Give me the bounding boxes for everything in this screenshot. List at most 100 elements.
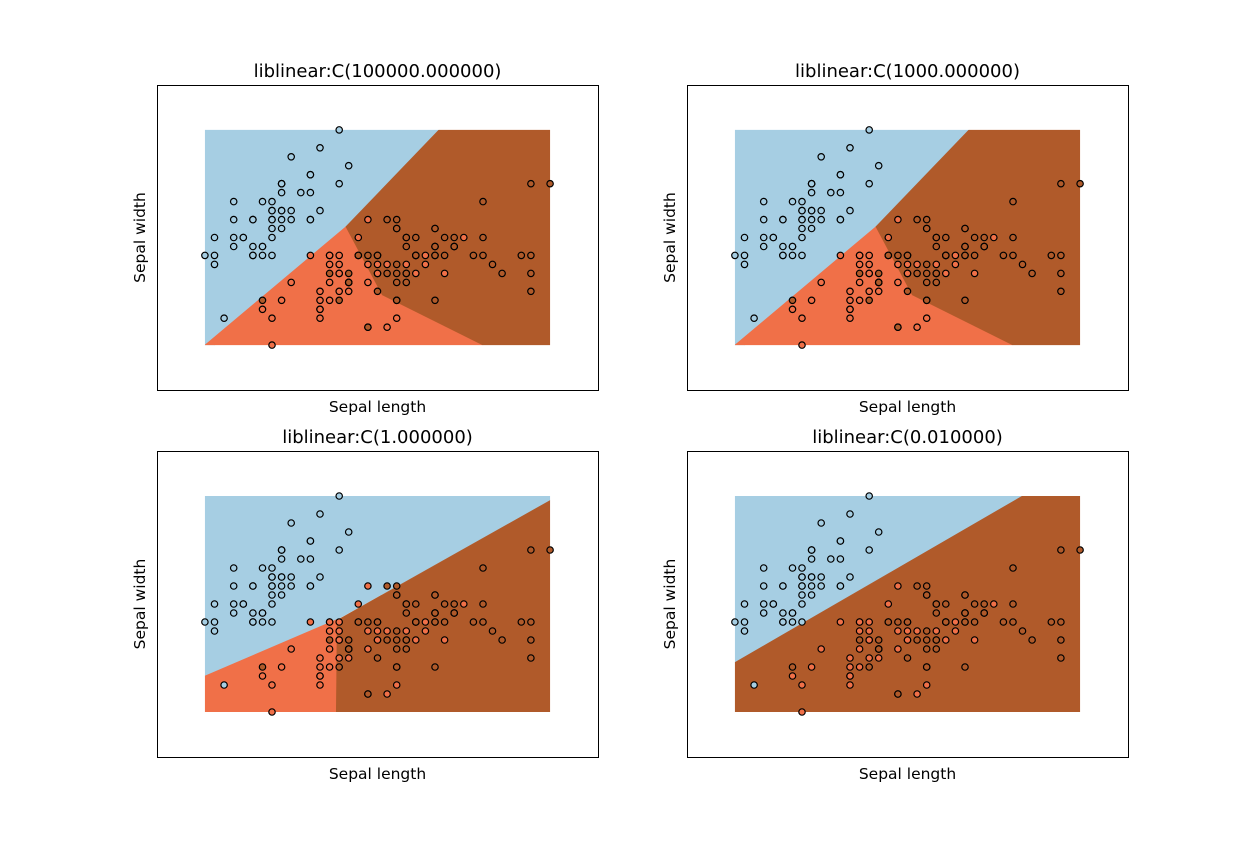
data-point xyxy=(903,251,912,260)
data-point xyxy=(922,627,931,635)
data-point xyxy=(364,260,372,269)
data-point xyxy=(325,636,334,644)
data-point xyxy=(874,654,883,662)
data-point xyxy=(258,305,267,314)
axes-frame xyxy=(687,451,1129,758)
data-point xyxy=(364,645,372,653)
data-point xyxy=(392,278,401,287)
data-point xyxy=(922,278,931,287)
data-point xyxy=(1047,251,1056,260)
data-point xyxy=(1018,627,1027,635)
data-point xyxy=(788,251,797,260)
data-point xyxy=(277,555,286,563)
decision-regions xyxy=(734,496,1081,712)
data-point xyxy=(383,636,391,644)
data-point xyxy=(932,627,941,635)
data-point xyxy=(277,546,286,554)
x-axis-label: Sepal length xyxy=(329,398,426,416)
data-point xyxy=(740,600,749,608)
data-point xyxy=(970,233,979,242)
data-point xyxy=(364,582,372,590)
data-point xyxy=(373,269,382,278)
data-point xyxy=(903,627,912,635)
data-point xyxy=(1009,600,1017,608)
data-point xyxy=(210,233,219,242)
data-point xyxy=(249,242,257,251)
data-point xyxy=(392,663,401,671)
data-point xyxy=(798,314,806,323)
data-point xyxy=(249,582,257,590)
data-point xyxy=(788,609,797,617)
data-point xyxy=(344,269,353,278)
data-point xyxy=(258,609,267,617)
data-point xyxy=(865,179,874,188)
data-point xyxy=(364,278,372,287)
data-point xyxy=(364,618,372,626)
data-point xyxy=(258,672,267,680)
data-point xyxy=(383,627,391,635)
data-point xyxy=(1057,636,1065,644)
data-point xyxy=(258,663,267,671)
data-point xyxy=(961,591,969,599)
data-point xyxy=(779,215,787,224)
data-point xyxy=(941,618,950,626)
data-point xyxy=(807,663,816,671)
data-point xyxy=(836,537,845,545)
data-point xyxy=(798,708,806,716)
data-point xyxy=(440,251,449,260)
data-point xyxy=(344,528,353,536)
data-point xyxy=(1076,179,1084,188)
data-point xyxy=(306,188,315,197)
data-point xyxy=(951,618,960,626)
data-point xyxy=(392,260,401,269)
axes-frame xyxy=(157,451,599,758)
data-point xyxy=(258,242,267,251)
data-point xyxy=(364,323,372,332)
data-point xyxy=(922,591,931,599)
data-point xyxy=(989,233,998,242)
data-point xyxy=(759,609,768,617)
y-axis-label: Sepal width xyxy=(661,192,679,283)
data-point xyxy=(913,260,921,269)
data-point xyxy=(325,278,334,287)
x-axis-label: Sepal length xyxy=(329,765,426,783)
data-point xyxy=(874,278,883,287)
data-point xyxy=(874,528,883,536)
data-point xyxy=(440,269,449,278)
data-point xyxy=(836,555,845,563)
data-point xyxy=(807,582,816,590)
data-point xyxy=(941,233,950,242)
data-point xyxy=(874,287,883,296)
data-point xyxy=(373,627,382,635)
data-point xyxy=(922,645,931,653)
data-point xyxy=(268,251,276,260)
data-point xyxy=(759,582,768,590)
data-point xyxy=(239,600,248,608)
data-point xyxy=(865,287,874,296)
data-point xyxy=(201,251,209,260)
data-point xyxy=(874,161,883,170)
data-point xyxy=(836,215,845,224)
data-point xyxy=(1009,251,1017,260)
data-point xyxy=(527,546,535,554)
data-point xyxy=(865,492,874,500)
data-point xyxy=(527,654,535,662)
data-point xyxy=(440,600,449,608)
data-point xyxy=(450,233,459,242)
data-point xyxy=(306,582,315,590)
data-point xyxy=(884,251,893,260)
data-point xyxy=(788,618,797,626)
data-point xyxy=(846,144,854,152)
axes-frame xyxy=(157,85,599,391)
data-point xyxy=(903,287,912,296)
data-point xyxy=(402,260,411,269)
data-point xyxy=(836,188,845,197)
data-point xyxy=(527,179,535,188)
data-point xyxy=(277,188,286,197)
data-point xyxy=(479,618,487,626)
data-point xyxy=(932,269,941,278)
data-point xyxy=(779,609,787,617)
data-point xyxy=(922,636,931,644)
subplot-4: liblinear:C(0.010000) Sepal length Sepal w… xyxy=(661,427,1129,783)
data-point xyxy=(316,206,324,215)
